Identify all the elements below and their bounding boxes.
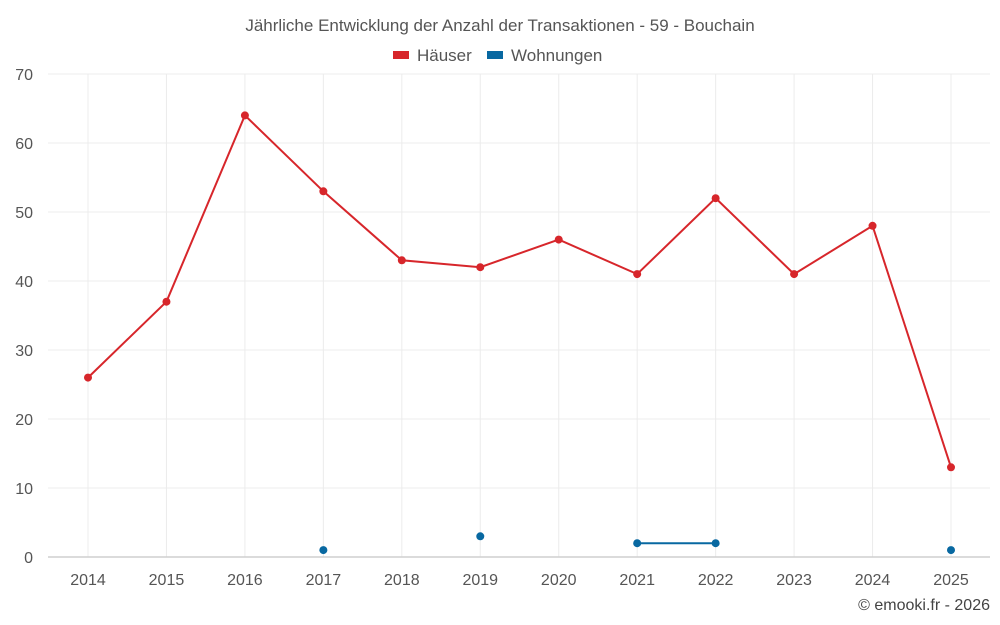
y-tick-label: 50: [15, 205, 33, 222]
x-tick-label: 2016: [227, 572, 263, 589]
legend-label: Häuser: [417, 46, 472, 65]
x-tick-label: 2019: [462, 572, 498, 589]
y-tick-label: 10: [15, 481, 33, 498]
y-tick-label: 60: [15, 136, 33, 153]
y-tick-label: 40: [15, 274, 33, 291]
x-tick-label: 2024: [855, 572, 891, 589]
legend-label: Wohnungen: [511, 46, 602, 65]
data-point: [790, 270, 799, 279]
x-tick-label: 2020: [541, 572, 577, 589]
data-point: [711, 194, 720, 203]
x-tick-label: 2014: [70, 572, 106, 589]
data-point: [947, 463, 955, 472]
y-tick-label: 30: [15, 343, 33, 360]
data-point: [162, 297, 171, 306]
y-tick-label: 20: [15, 412, 33, 429]
x-tick-label: 2022: [698, 572, 734, 589]
x-tick-label: 2025: [933, 572, 969, 589]
legend: Häuser Wohnungen: [393, 46, 602, 65]
y-tick-label: 0: [24, 550, 33, 567]
data-point: [476, 532, 485, 541]
grid: [48, 73, 990, 557]
data-point: [868, 221, 877, 230]
series-wohnungen: [319, 532, 955, 555]
data-point: [554, 235, 563, 244]
x-tick-label: 2015: [149, 572, 185, 589]
data-point: [947, 546, 955, 555]
data-point: [397, 256, 406, 265]
x-tick-label: 2023: [776, 572, 812, 589]
series-häuser: [84, 111, 955, 472]
data-point: [84, 373, 92, 382]
data-point: [319, 187, 328, 196]
series: [84, 111, 955, 555]
x-tick-label: 2018: [384, 572, 420, 589]
axes: 0 10 20 30 40 50 60 70 2014 2015 2016 2017 2018 2019 2…: [15, 67, 990, 589]
legend-swatch: [393, 51, 409, 59]
x-tick-label: 2021: [619, 572, 655, 589]
x-tick-label: 2017: [306, 572, 342, 589]
data-point: [319, 546, 328, 555]
data-point: [476, 263, 485, 272]
legend-swatch: [487, 51, 503, 59]
y-tick-label: 70: [15, 67, 33, 84]
data-point: [240, 111, 249, 120]
series-line: [87, 113, 952, 468]
credit-text: © emooki.fr - 2026: [858, 597, 990, 614]
data-point: [633, 270, 642, 279]
chart-title: Jährliche Entwicklung der Anzahl der Tra…: [245, 16, 754, 35]
data-point: [711, 539, 720, 548]
data-point: [633, 539, 642, 548]
